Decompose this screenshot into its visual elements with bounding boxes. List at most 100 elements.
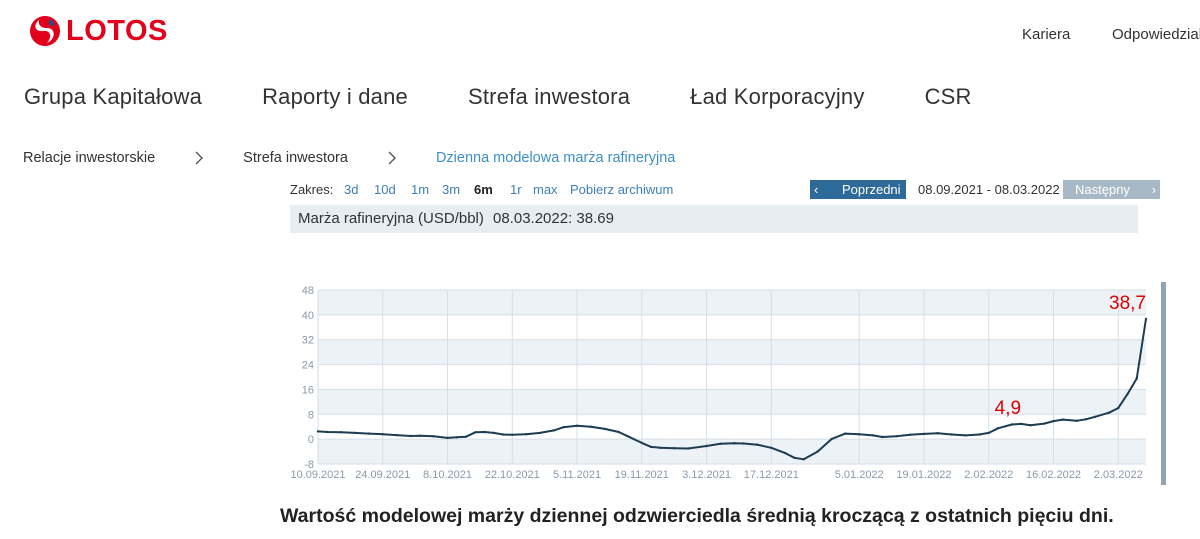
lotos-logo[interactable]: LOTOS [28,14,168,48]
data-point [1010,423,1014,426]
data-point [922,432,926,436]
data-point [784,451,787,455]
data-point [1019,422,1023,426]
range-label: Zakres: [290,182,334,197]
data-point [1117,406,1120,410]
data-point [575,424,579,427]
range-option-10d[interactable]: 10d [374,182,396,197]
data-point [793,456,796,459]
data-point [1144,317,1148,321]
chart-toolbar: Zakres: 3d 10d 1m 3m 6m 1r max Pobierz a… [290,180,1160,199]
refinery-margin-chart: -8 0 8 16 24 32 40 48 10.09.2021 24.09.2021 8.10.2… [290,285,1148,481]
chevron-right-icon: › [1151,182,1156,197]
data-point [895,435,898,438]
nav-item-raporty-i-dane[interactable]: Raporty i dane [262,84,408,109]
y-tick-label: 8 [308,409,314,421]
data-point [617,430,620,434]
data-point [1075,419,1078,422]
chevron-right-icon [348,151,436,165]
next-period-button[interactable]: Następny › [1063,180,1160,199]
y-tick-label: 48 [302,285,314,297]
breadcrumb-item-relacje[interactable]: Relacje inwestorskie [23,150,156,166]
data-point [964,434,967,437]
nav-item-csr[interactable]: CSR [924,84,972,109]
y-tick-label: 40 [302,310,314,322]
x-tick-label: 19.01.2022 [896,469,951,481]
range-option-1r[interactable]: 1r [510,182,522,197]
data-point [659,446,662,449]
data-point [446,436,449,440]
annotation-label: 38,7 [1109,293,1146,314]
data-point [1126,392,1129,396]
series-line [317,318,1147,461]
data-point [562,426,565,429]
data-point [1093,415,1097,418]
x-tick-label: 2.03.2022 [1094,469,1143,481]
data-point [1029,424,1032,427]
x-tick-label: 5.01.2022 [835,469,884,481]
data-point [1052,419,1055,423]
download-archive-link[interactable]: Pobierz archiwum [570,182,674,197]
lotos-logo-icon [30,16,60,46]
data-point [742,442,745,445]
data-point [474,431,477,434]
data-point [381,433,384,436]
data-point [552,429,556,432]
logo-text: LOTOS [66,14,168,47]
data-point [705,444,708,448]
nav-item-grupa-kapitalowa[interactable]: Grupa Kapitałowa [24,84,203,109]
data-point [756,443,759,446]
prev-period-label: Poprzedni [842,182,901,197]
x-tick-label: 22.10.2021 [485,469,540,481]
x-tick-label: 24.09.2021 [355,469,410,481]
data-point [464,435,468,438]
data-point [830,437,833,441]
data-point [455,436,458,439]
data-point [432,435,435,438]
data-point [395,433,398,437]
chevron-left-icon: ‹ [814,182,819,197]
y-tick-label: 32 [302,335,314,347]
data-point [936,432,939,435]
range-option-3d[interactable]: 3d [344,182,359,197]
margin-info-bar: Marża rafineryjna (USD/bbl) 08.03.2022: … [290,205,1138,233]
data-point [1084,418,1088,421]
y-tick-label: 16 [302,384,314,396]
data-point [326,430,329,434]
x-tick-label: 19.11.2021 [615,469,669,481]
chart-scrollbar[interactable] [1161,282,1166,485]
util-link-kariera[interactable]: Kariera [1022,26,1071,43]
nav-item-lad-korporacyjny[interactable]: Ład Korporacyjny [690,84,865,109]
range-option-3m[interactable]: 3m [442,182,461,197]
breadcrumb-item-strefa[interactable]: Strefa inwestora [243,150,348,166]
margin-value: 08.03.2022: 38.69 [493,210,614,227]
data-point [908,433,912,436]
data-point [492,431,495,435]
data-point [511,433,514,436]
data-point [339,431,343,434]
chart-caption: Wartość modelowej marży dziennej odzwier… [280,505,1114,527]
data-point [996,427,1000,430]
range-option-max[interactable]: max [533,182,558,197]
range-option-6m[interactable]: 6m [474,182,493,197]
nav-item-strefa-inwestora[interactable]: Strefa inwestora [467,84,631,109]
data-point [1043,422,1046,425]
site-header: LOTOS Kariera Odpowiedzialn [0,0,1200,70]
data-point [719,442,722,445]
y-tick-label: 0 [308,434,314,446]
annotation-label: 4,9 [995,398,1021,419]
data-point [1135,377,1138,380]
data-point [353,431,357,435]
data-point [978,433,981,436]
range-option-1m[interactable]: 1m [411,182,430,197]
prev-period-button[interactable]: ‹ Poprzedni [810,180,906,199]
util-link-odpowiedzialnosc[interactable]: Odpowiedzialn [1112,26,1200,43]
data-point [858,433,861,436]
y-tick-label: 24 [302,360,314,372]
data-point [538,431,542,435]
data-point [1107,411,1111,414]
x-tick-label: 5.11.2021 [553,469,601,481]
data-point [844,432,847,435]
plot-band [318,389,1146,415]
data-point [987,431,990,435]
